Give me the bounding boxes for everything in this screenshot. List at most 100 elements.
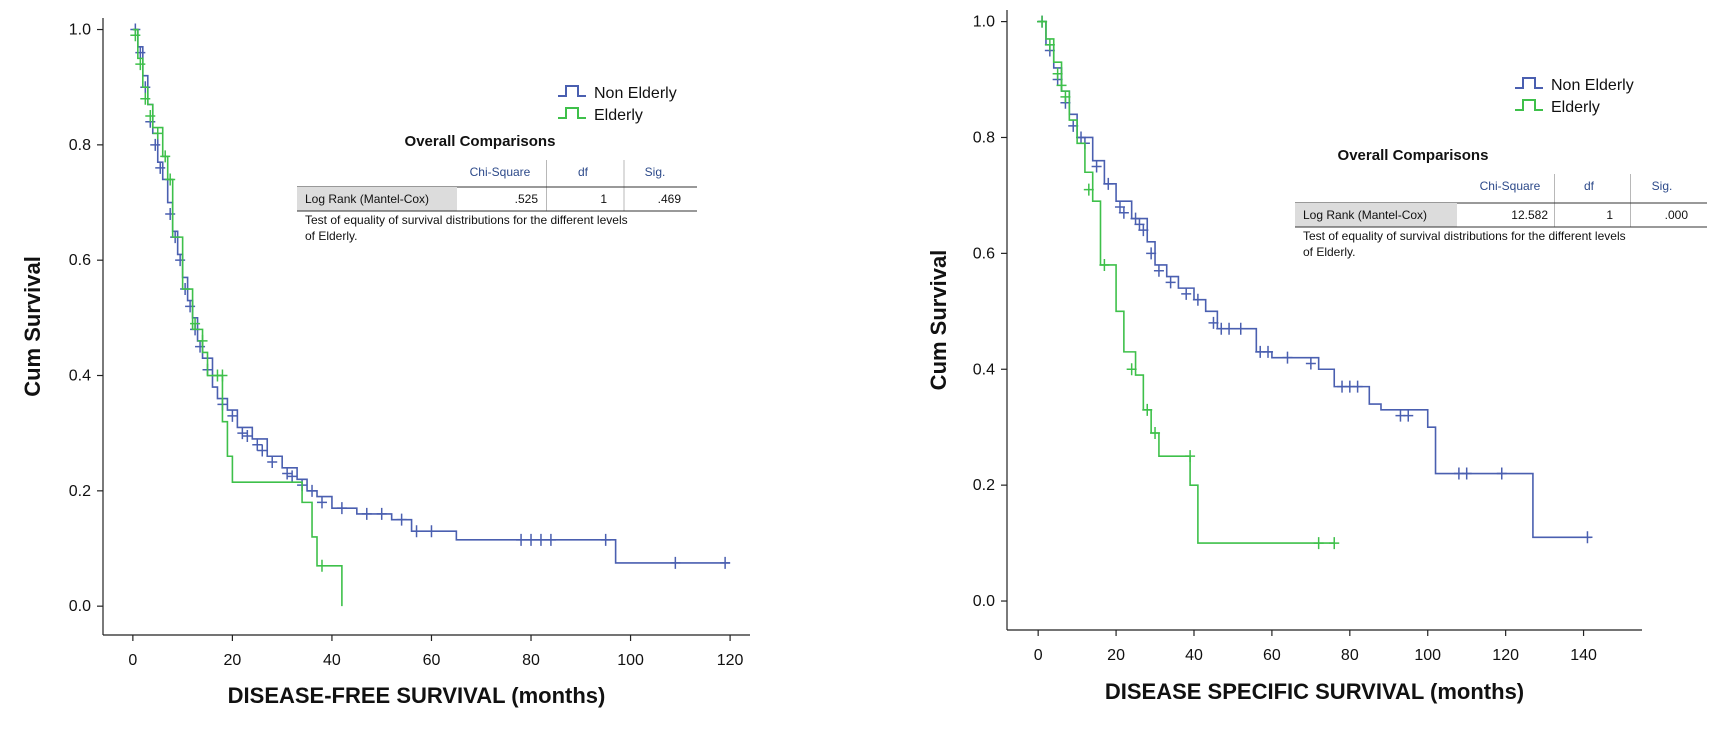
censor-mark bbox=[1146, 247, 1157, 260]
x-tick-label: 20 bbox=[224, 652, 242, 669]
x-tick-label: 120 bbox=[717, 652, 744, 669]
y-tick-label: 0.0 bbox=[69, 598, 91, 615]
censor-mark bbox=[195, 340, 206, 353]
censor-mark bbox=[1138, 224, 1149, 237]
series-line-elderly bbox=[1038, 20, 1335, 544]
comparison-value: .525 bbox=[515, 192, 539, 206]
x-tick-label: 120 bbox=[1492, 647, 1519, 664]
censor-mark bbox=[197, 334, 208, 347]
y-tick-label: 0.2 bbox=[69, 483, 91, 500]
censor-mark bbox=[190, 317, 201, 330]
comparison-title: Overall Comparisons bbox=[405, 133, 556, 150]
comparison-value: 1 bbox=[1606, 208, 1613, 222]
censor-mark bbox=[720, 556, 731, 569]
censor-mark bbox=[165, 208, 176, 221]
comparison-value: 12.582 bbox=[1511, 208, 1548, 222]
table-rowhead-bg bbox=[297, 187, 457, 211]
table-rowhead-bg bbox=[1295, 203, 1457, 227]
x-axis-label: DISEASE-FREE SURVIVAL (months) bbox=[228, 683, 606, 708]
censor-mark bbox=[267, 456, 278, 469]
censor-mark bbox=[1153, 264, 1164, 277]
y-axis-label: Cum Survival bbox=[926, 250, 951, 391]
censor-mark bbox=[1060, 90, 1071, 103]
censor-mark bbox=[1044, 38, 1055, 51]
censor-mark bbox=[361, 507, 372, 520]
censor-mark bbox=[1352, 380, 1363, 393]
y-tick-label: 0.4 bbox=[69, 368, 91, 385]
comparison-header: Chi-Square bbox=[470, 165, 531, 179]
comparison-value: .000 bbox=[1665, 208, 1689, 222]
x-tick-label: 140 bbox=[1570, 647, 1597, 664]
legend-label: Elderly bbox=[1551, 99, 1600, 116]
censor-mark bbox=[376, 507, 387, 520]
comparison-header: Chi-Square bbox=[1480, 179, 1541, 193]
censor-mark bbox=[242, 430, 253, 443]
censor-mark bbox=[1052, 67, 1063, 80]
comparison-row-label: Log Rank (Mantel-Cox) bbox=[1303, 208, 1427, 222]
censor-mark bbox=[152, 127, 163, 140]
censor-mark bbox=[227, 409, 238, 422]
legend-label: Non Elderly bbox=[1551, 77, 1634, 94]
comparison-header: Sig. bbox=[645, 165, 666, 179]
legend-label: Elderly bbox=[594, 107, 643, 124]
censor-mark bbox=[1282, 351, 1293, 364]
censor-mark bbox=[130, 29, 141, 42]
x-tick-label: 60 bbox=[423, 652, 441, 669]
legend-swatch bbox=[558, 107, 586, 119]
censor-mark bbox=[1103, 177, 1114, 190]
censor-mark bbox=[1126, 363, 1137, 376]
comparison-header: Sig. bbox=[1652, 179, 1673, 193]
censor-mark bbox=[252, 438, 263, 451]
censor-mark bbox=[1329, 537, 1340, 550]
comparison-value: .469 bbox=[658, 192, 682, 206]
comparison-header: df bbox=[1584, 179, 1595, 193]
series-line-non-elderly bbox=[1038, 20, 1592, 539]
chart-disease-free-survival: 0.0 0.2 0.4 0.6 0.8 1.0 0 20 40 60 80 100 120 Cum Sur… bbox=[20, 18, 750, 708]
y-tick-label: 0.2 bbox=[973, 477, 995, 494]
comparison-row-label: Log Rank (Mantel-Cox) bbox=[305, 192, 429, 206]
censor-mark bbox=[1192, 293, 1203, 306]
censor-mark bbox=[185, 300, 196, 313]
censor-mark bbox=[237, 427, 248, 440]
x-axis-label: DISEASE SPECIFIC SURVIVAL (months) bbox=[1105, 679, 1524, 704]
series-line-non-elderly bbox=[132, 28, 731, 564]
censor-mark bbox=[1099, 258, 1110, 271]
x-tick-label: 80 bbox=[1341, 647, 1359, 664]
comparison-note: Test of equality of survival distributio… bbox=[305, 213, 628, 227]
y-tick-label: 1.0 bbox=[69, 22, 91, 39]
comparison-value: 1 bbox=[600, 192, 607, 206]
censor-mark bbox=[1083, 183, 1094, 196]
censor-mark bbox=[1056, 79, 1067, 92]
comparison-note: Test of equality of survival distributio… bbox=[1303, 229, 1626, 243]
censor-mark bbox=[1235, 322, 1246, 335]
censor-mark bbox=[1461, 467, 1472, 480]
y-tick-label: 0.8 bbox=[973, 129, 995, 146]
comparison-note: of Elderly. bbox=[1303, 245, 1355, 259]
x-tick-label: 0 bbox=[128, 652, 137, 669]
censor-mark bbox=[1037, 15, 1048, 28]
censor-mark bbox=[135, 58, 146, 71]
censor-mark bbox=[150, 138, 161, 151]
legend-swatch bbox=[558, 85, 586, 97]
chart-disease-specific-survival: 0.0 0.2 0.4 0.6 0.8 1.0 0 20 40 60 80 100 120 140 Cum … bbox=[926, 10, 1707, 704]
censor-mark bbox=[1091, 160, 1102, 173]
censor-mark bbox=[307, 484, 318, 497]
censor-mark bbox=[1313, 537, 1324, 550]
x-tick-label: 80 bbox=[522, 652, 540, 669]
censor-mark bbox=[1118, 206, 1129, 219]
censor-mark bbox=[526, 533, 537, 546]
censor-mark bbox=[1165, 276, 1176, 289]
y-tick-label: 0.4 bbox=[973, 361, 995, 378]
x-tick-label: 40 bbox=[323, 652, 341, 669]
series-line-elderly bbox=[132, 28, 343, 607]
comparison-header: df bbox=[578, 165, 589, 179]
censor-mark bbox=[257, 444, 268, 457]
y-tick-label: 1.0 bbox=[973, 14, 995, 31]
censor-mark bbox=[175, 254, 186, 267]
censor-mark bbox=[1150, 426, 1161, 439]
censor-mark bbox=[426, 525, 437, 538]
censor-mark bbox=[217, 369, 228, 382]
x-tick-label: 60 bbox=[1263, 647, 1281, 664]
censor-mark bbox=[160, 150, 171, 163]
y-tick-label: 0.0 bbox=[973, 593, 995, 610]
